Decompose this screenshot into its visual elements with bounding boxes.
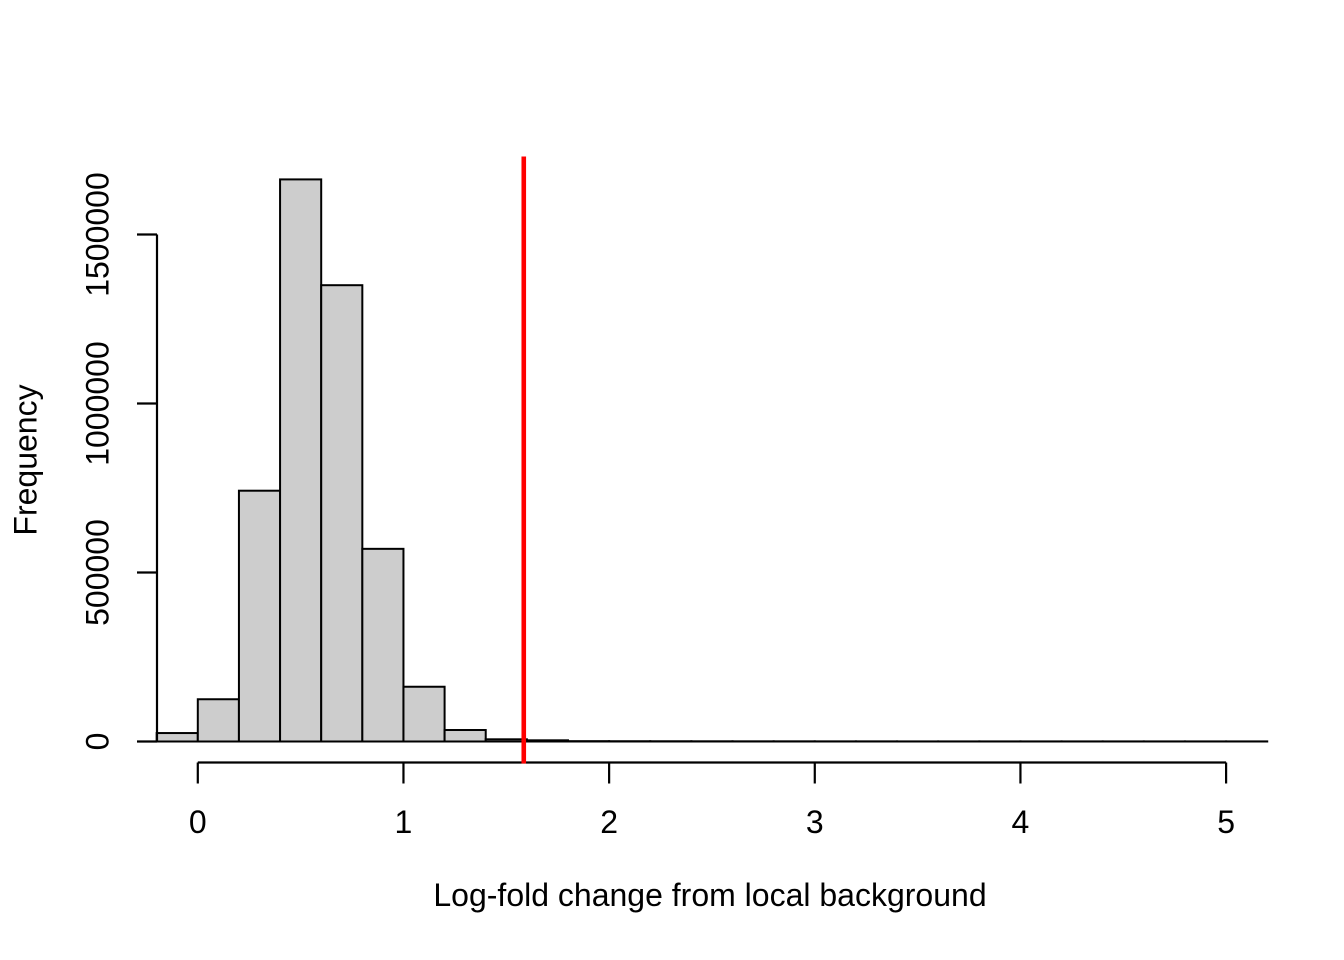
x-axis: 0 1 2 3 4 5 <box>189 761 1235 840</box>
y-axis-title: Frequency <box>8 384 44 535</box>
y-axis: 0 500000 1000000 1500000 <box>80 172 159 751</box>
y-tick-label: 1000000 <box>80 341 116 466</box>
y-tick-label: 0 <box>80 733 116 751</box>
y-tick-label: 1500000 <box>80 172 116 297</box>
histogram-bar <box>155 732 199 743</box>
histogram-bar <box>237 489 282 743</box>
histogram-bar <box>484 738 528 743</box>
x-tick-label: 3 <box>806 804 824 840</box>
histogram-bar <box>443 729 487 743</box>
x-tick-label: 5 <box>1217 804 1235 840</box>
x-axis-title: Log-fold change from local background <box>433 877 986 913</box>
histogram-bar <box>361 547 405 743</box>
x-tick-label: 2 <box>600 804 618 840</box>
histogram-bar <box>402 685 446 743</box>
histogram-bar <box>279 178 323 743</box>
x-tick-label: 1 <box>395 804 413 840</box>
y-tick-label: 500000 <box>80 519 116 626</box>
histogram-bars <box>155 178 1269 743</box>
histogram-bar <box>196 698 240 743</box>
x-tick-label: 0 <box>189 804 207 840</box>
histogram-bar <box>525 739 569 743</box>
x-tick-label: 4 <box>1012 804 1030 840</box>
histogram-bar <box>320 284 364 743</box>
